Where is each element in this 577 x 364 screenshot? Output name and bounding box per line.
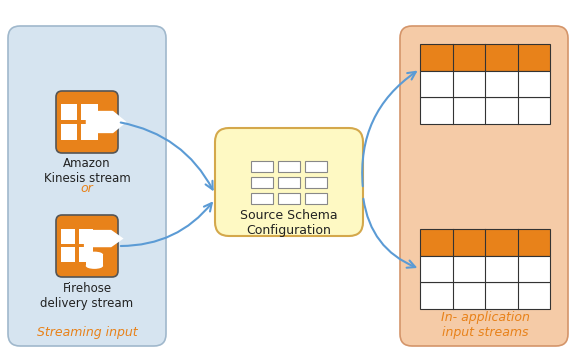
- Bar: [420, 44, 550, 71]
- Text: or: or: [81, 182, 93, 195]
- Bar: [79, 229, 93, 244]
- Bar: [420, 97, 550, 124]
- Ellipse shape: [86, 263, 103, 269]
- FancyBboxPatch shape: [56, 91, 118, 153]
- FancyArrowPatch shape: [121, 123, 213, 190]
- Text: In- application
input streams: In- application input streams: [441, 311, 530, 339]
- Bar: [305, 177, 327, 187]
- Bar: [305, 193, 327, 203]
- Bar: [81, 124, 98, 140]
- Bar: [278, 193, 300, 203]
- Bar: [86, 255, 103, 266]
- Bar: [61, 124, 77, 140]
- FancyBboxPatch shape: [56, 215, 118, 277]
- Bar: [61, 247, 75, 261]
- Bar: [61, 104, 77, 120]
- Bar: [420, 256, 550, 282]
- Text: Firehose
delivery stream: Firehose delivery stream: [40, 282, 133, 310]
- Bar: [81, 104, 98, 120]
- FancyArrow shape: [84, 230, 123, 247]
- FancyBboxPatch shape: [8, 26, 166, 346]
- Ellipse shape: [86, 252, 103, 258]
- FancyArrow shape: [86, 111, 127, 133]
- FancyBboxPatch shape: [215, 128, 363, 236]
- Bar: [420, 229, 550, 256]
- Bar: [420, 282, 550, 309]
- FancyArrowPatch shape: [362, 72, 416, 186]
- Bar: [251, 177, 273, 187]
- Text: Source Schema
Configuration: Source Schema Configuration: [240, 209, 338, 237]
- Bar: [251, 161, 273, 171]
- FancyBboxPatch shape: [400, 26, 568, 346]
- Text: Amazon
Kinesis stream: Amazon Kinesis stream: [44, 157, 130, 185]
- Bar: [278, 177, 300, 187]
- Bar: [251, 193, 273, 203]
- Text: Streaming input: Streaming input: [37, 326, 137, 339]
- Bar: [278, 161, 300, 171]
- Bar: [420, 71, 550, 97]
- Bar: [79, 247, 93, 261]
- Bar: [61, 229, 75, 244]
- FancyArrowPatch shape: [364, 199, 415, 268]
- Bar: [305, 161, 327, 171]
- FancyArrowPatch shape: [121, 203, 212, 246]
